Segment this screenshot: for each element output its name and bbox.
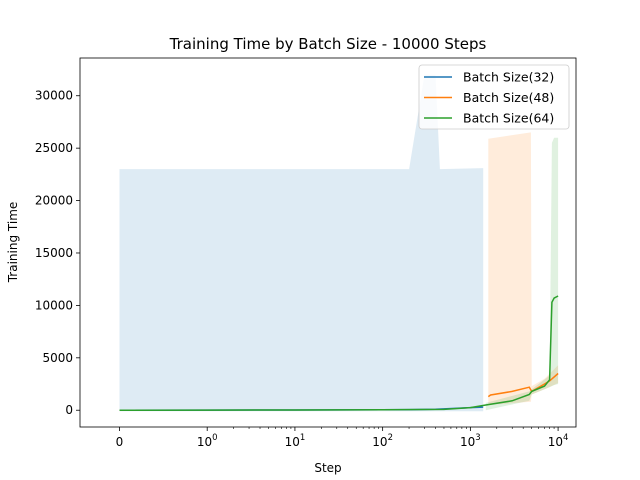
x-tick-label: 0: [116, 435, 124, 449]
y-tick-label: 0: [65, 403, 73, 417]
x-tick-label: 101: [285, 433, 306, 449]
legend: Batch Size(32) Batch Size(48) Batch Size(6…: [418, 64, 570, 130]
y-tick-label: 15000: [35, 246, 73, 260]
plot-frame: [79, 57, 577, 428]
y-tick-label: 5000: [42, 351, 73, 365]
x-axis-ticks: 0 100 101 102 103 104: [116, 427, 569, 449]
legend-label-series-1: Batch Size(32): [463, 70, 554, 85]
chart-title: Training Time by Batch Size - 10000 Step…: [169, 35, 487, 53]
x-tick-label: 102: [372, 433, 393, 449]
x-tick-label: 104: [548, 433, 569, 449]
y-tick-label: 25000: [35, 141, 73, 155]
line-series-3: [119, 295, 559, 411]
band-series-2: [488, 132, 559, 405]
y-tick-label: 10000: [35, 298, 73, 312]
x-tick-label: 100: [197, 433, 218, 449]
confidence-bands: [119, 74, 559, 412]
legend-label-series-2: Batch Size(48): [463, 90, 554, 105]
y-tick-label: 30000: [35, 89, 73, 103]
legend-label-series-3: Batch Size(64): [463, 111, 554, 126]
x-tick-label: 103: [460, 433, 481, 449]
y-axis-label: Training Time: [6, 202, 20, 284]
y-axis-ticks: 0 5000 10000 15000 20000 25000 30000: [35, 89, 80, 417]
x-axis-label: Step: [314, 461, 341, 475]
legend-box: [418, 64, 570, 130]
band-series-1: [119, 74, 484, 412]
band-series-3: [485, 137, 559, 411]
y-tick-label: 20000: [35, 194, 73, 208]
series-lines: [119, 295, 559, 411]
